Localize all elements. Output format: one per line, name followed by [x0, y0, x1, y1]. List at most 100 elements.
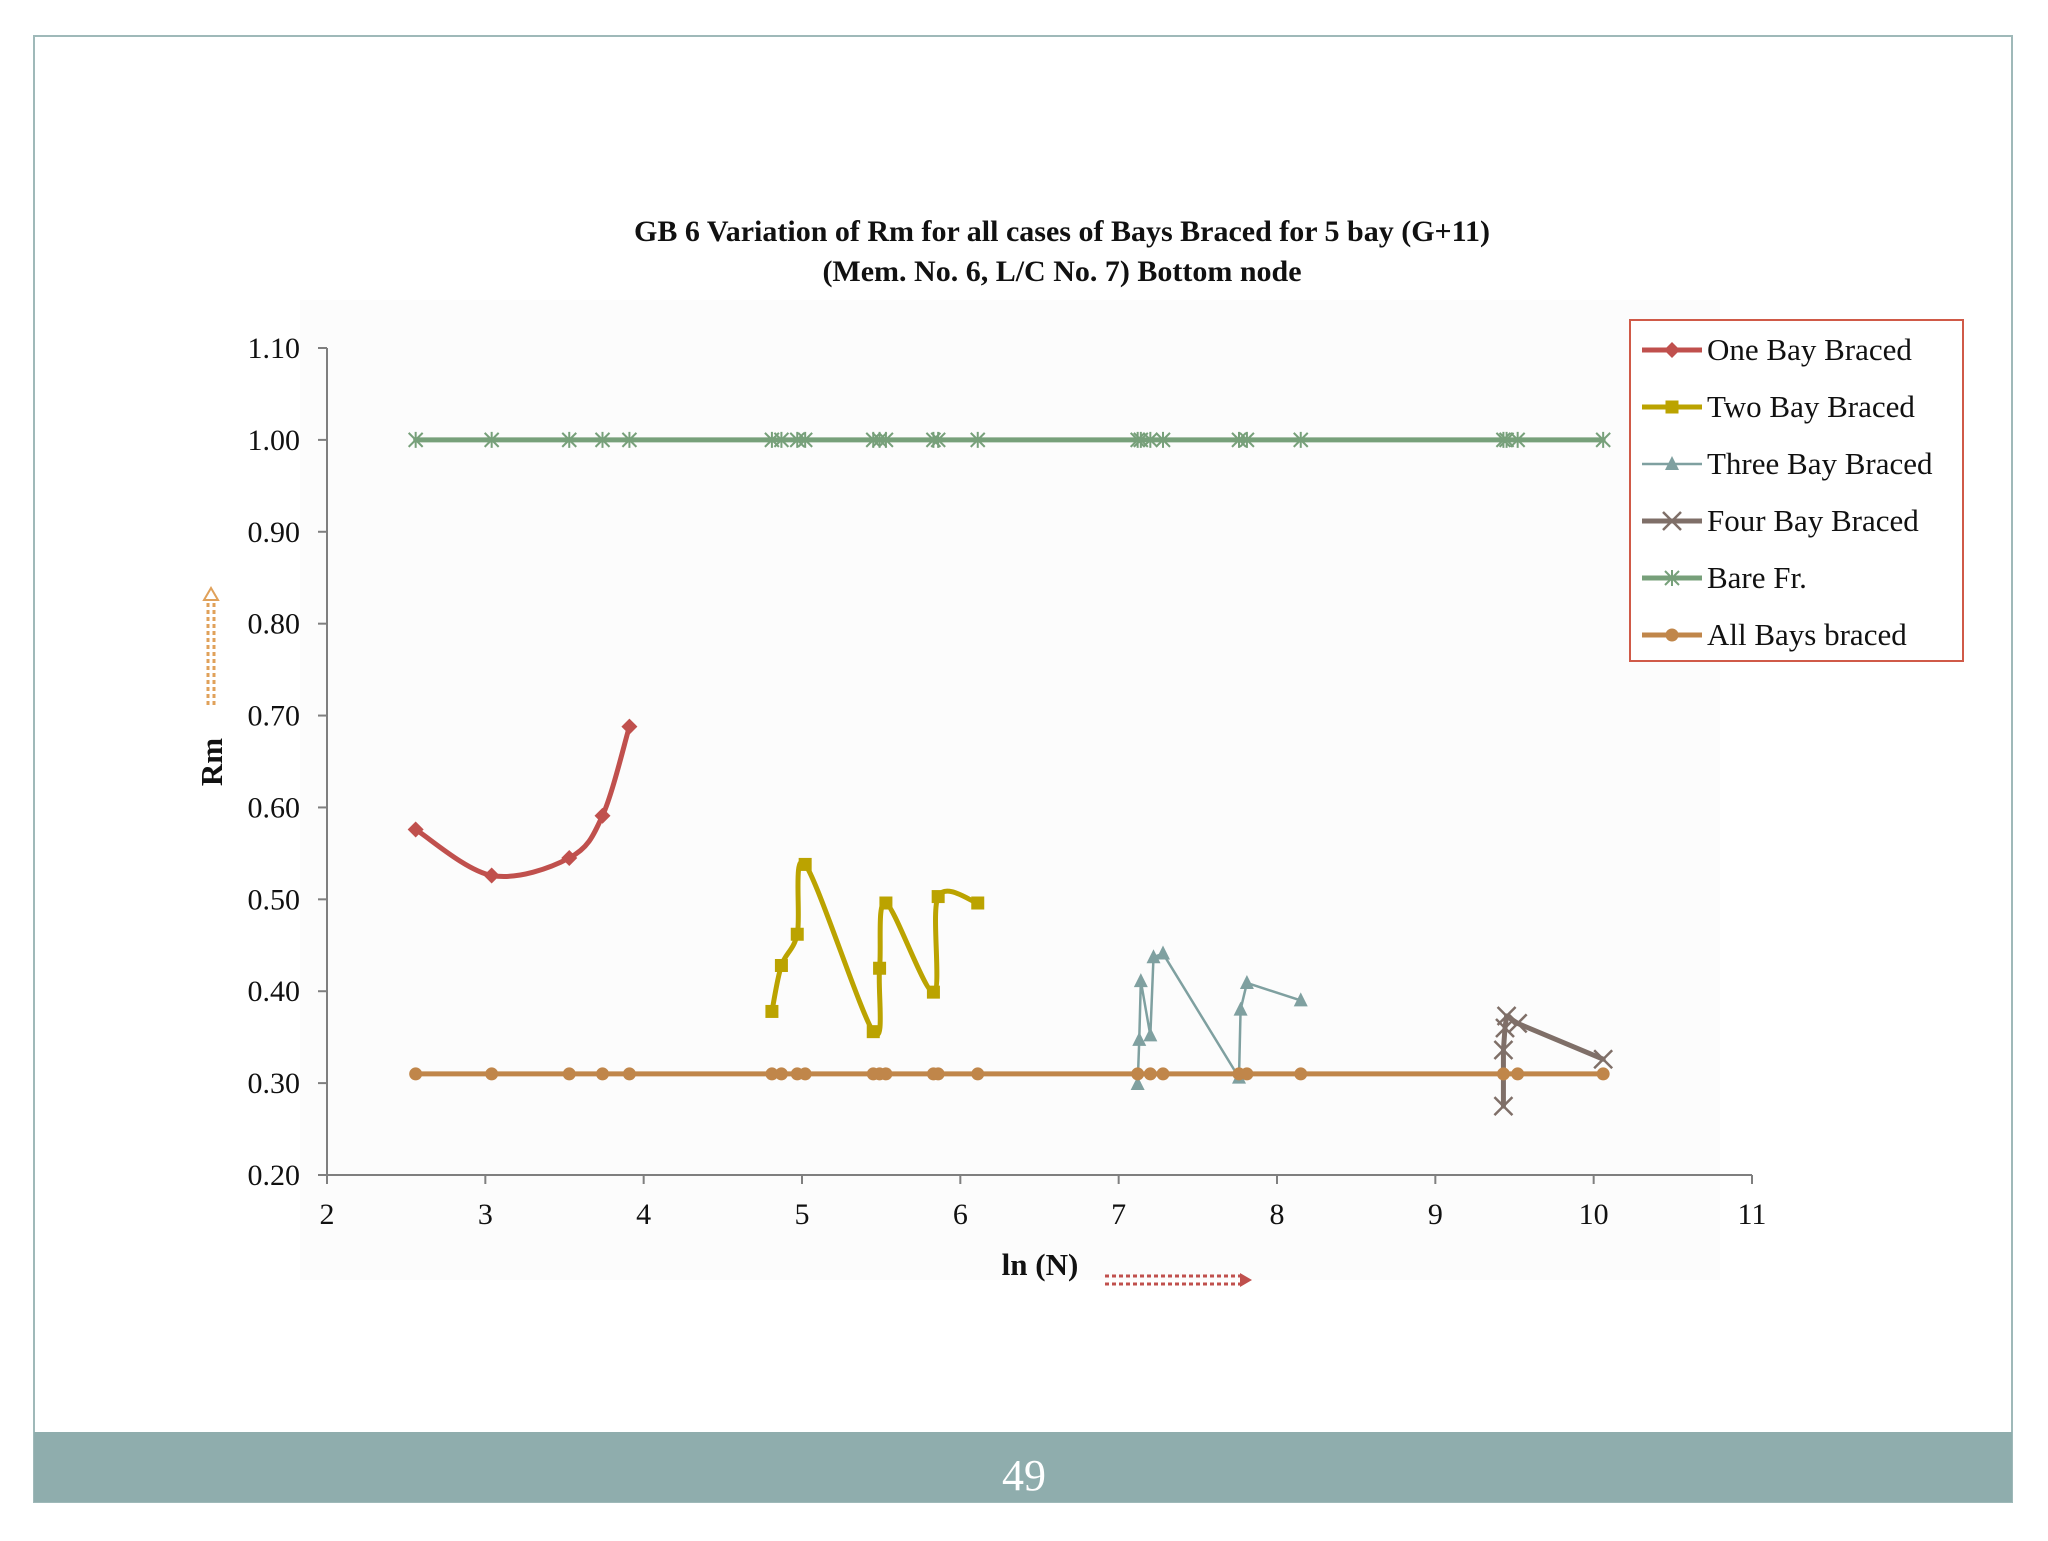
data-point-bare-fr — [773, 431, 790, 448]
data-point-all-bays-braced — [596, 1067, 609, 1081]
x-tick-label: 8 — [1270, 1198, 1285, 1231]
data-point-all-bays-braced — [879, 1067, 893, 1081]
data-point-three-bay-braced — [1132, 1031, 1147, 1046]
y-tick-label: 0.90 — [248, 516, 301, 549]
legend-entry-bare-fr: Bare Fr. — [1642, 560, 1807, 595]
data-point-bare-fr — [1155, 431, 1171, 448]
data-point-all-bays-braced — [931, 1067, 945, 1081]
x-tick-label: 11 — [1738, 1198, 1767, 1231]
data-point-bare-fr — [789, 431, 805, 448]
data-point-all-bays-braced — [485, 1067, 499, 1081]
data-point-two-bay-braced — [873, 961, 887, 975]
data-point-bare-fr — [1498, 431, 1515, 448]
data-point-four-bay-braced — [1496, 1006, 1517, 1026]
x-tick-label: 10 — [1579, 1198, 1609, 1231]
legend-swatch-marker — [1664, 570, 1680, 586]
legend-swatch-marker — [1665, 456, 1679, 470]
legend-label: All Bays braced — [1707, 617, 1907, 652]
x-tick-label: 7 — [1111, 1198, 1126, 1231]
data-point-all-bays-braced — [562, 1067, 576, 1081]
data-point-bare-fr — [1239, 431, 1255, 448]
legend-swatch-marker — [1664, 342, 1680, 358]
data-point-bare-fr — [1231, 431, 1247, 448]
data-point-three-bay-braced — [1233, 1001, 1248, 1016]
y-tick-label: 0.70 — [248, 700, 301, 733]
data-point-two-bay-braced — [926, 985, 940, 999]
x-tick-label: 9 — [1428, 1198, 1443, 1231]
data-point-all-bays-braced — [1496, 1067, 1510, 1081]
x-axis-title: ln (N) — [1002, 1247, 1079, 1282]
y-tick-label: 0.80 — [248, 608, 301, 641]
series-line-four-bay-braced — [1500, 1013, 1606, 1109]
data-point-four-bay-braced — [1507, 1013, 1528, 1034]
y-tick-label: 1.10 — [248, 332, 301, 365]
data-point-all-bays-braced — [1240, 1067, 1254, 1081]
series-all-bays-braced — [409, 1067, 1610, 1081]
legend-label: Two Bay Braced — [1707, 389, 1915, 424]
data-point-all-bays-braced — [1294, 1067, 1308, 1081]
series-bare-fr — [407, 431, 1611, 448]
data-point-all-bays-braced — [798, 1067, 812, 1081]
legend-box — [1629, 319, 1964, 662]
chart-area-background — [300, 300, 1720, 1280]
series-layer — [407, 431, 1614, 1116]
legend-entry-four-bay-braced: Four Bay Braced — [1642, 503, 1919, 538]
data-point-bare-fr — [797, 431, 813, 448]
data-point-bare-fr — [407, 431, 424, 448]
data-point-two-bay-braced — [879, 896, 893, 910]
x-tick-label: 2 — [320, 1198, 335, 1231]
chart-title-line-2: (Mem. No. 6, L/C No. 7) Bottom node — [822, 255, 1301, 288]
chart-title-line-1: GB 6 Variation of Rm for all cases of Ba… — [634, 215, 1490, 248]
data-point-all-bays-braced — [1143, 1067, 1157, 1081]
data-point-one-bay-braced — [407, 821, 424, 838]
legend-entry-two-bay-braced: Two Bay Braced — [1642, 389, 1915, 424]
legend-swatch-marker — [1662, 511, 1682, 531]
x-tick-label: 3 — [478, 1198, 493, 1231]
data-point-all-bays-braced — [1511, 1067, 1525, 1081]
data-point-all-bays-braced — [1156, 1067, 1170, 1081]
data-point-two-bay-braced — [790, 927, 804, 941]
data-point-two-bay-braced — [765, 1004, 779, 1018]
y-tick-label: 1.00 — [248, 424, 301, 457]
series-one-bay-braced — [407, 718, 638, 884]
data-point-four-bay-braced — [1493, 1040, 1514, 1060]
data-point-three-bay-braced — [1146, 949, 1161, 964]
data-point-two-bay-braced — [798, 857, 812, 871]
data-point-bare-fr — [930, 431, 946, 448]
data-point-bare-fr — [1495, 431, 1512, 448]
y-tick-label: 0.50 — [248, 883, 301, 916]
data-point-bare-fr — [594, 431, 611, 448]
x-tick-label: 4 — [636, 1198, 651, 1231]
y-tick-label: 0.60 — [248, 791, 301, 824]
y-axis-title: Rm — [194, 738, 229, 786]
data-point-two-bay-braced — [971, 896, 985, 910]
data-point-all-bays-braced — [971, 1067, 985, 1081]
data-point-bare-fr — [1142, 431, 1159, 448]
x-ticks: 2 3 4 5 6 7 8 9 10 11 — [320, 1175, 1767, 1231]
data-point-two-bay-braced — [866, 1025, 880, 1039]
legend-swatch-marker — [1665, 628, 1679, 642]
legend-label: One Bay Braced — [1707, 332, 1912, 367]
data-point-bare-fr — [1509, 431, 1526, 448]
data-point-one-bay-braced — [594, 807, 611, 824]
y-tick-label: 0.40 — [248, 975, 301, 1008]
x-tick-label: 6 — [953, 1198, 968, 1231]
data-point-all-bays-braced — [774, 1067, 788, 1081]
footer-bar — [34, 1432, 2012, 1502]
data-point-one-bay-braced — [561, 849, 578, 866]
data-point-one-bay-braced — [483, 867, 500, 884]
series-two-bay-braced — [765, 857, 985, 1039]
series-four-bay-braced — [1493, 1006, 1614, 1116]
y-direction-arrow — [202, 586, 220, 705]
data-point-three-bay-braced — [1143, 1027, 1158, 1042]
data-point-all-bays-braced — [409, 1067, 423, 1081]
legend-entry-one-bay-braced: One Bay Braced — [1642, 332, 1912, 367]
data-point-three-bay-braced — [1239, 974, 1254, 989]
data-point-four-bay-braced — [1593, 1049, 1614, 1070]
slide-number: 49 — [1002, 1451, 1046, 1500]
x-tick-label: 5 — [795, 1198, 810, 1231]
data-point-three-bay-braced — [1130, 1076, 1145, 1091]
data-point-bare-fr — [878, 431, 894, 448]
